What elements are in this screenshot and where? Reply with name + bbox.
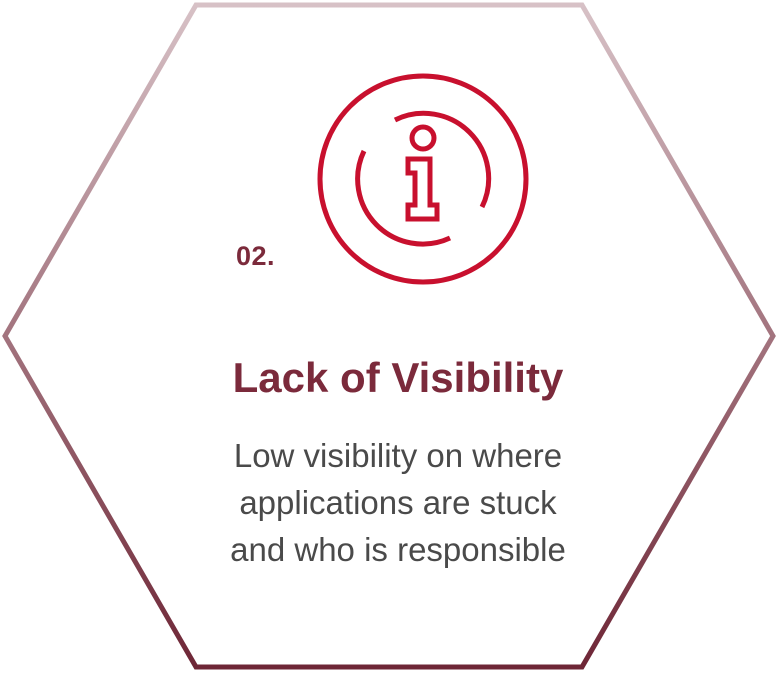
description-line-2: applications are stuck [239,484,557,521]
description-line-3: and who is responsible [230,531,566,568]
card-description: Low visibility on where applications are… [150,432,646,573]
card-title: Lack of Visibility [232,354,564,401]
info-circle-icon [316,72,530,286]
description-line-1: Low visibility on where [233,437,563,474]
step-number: 02. [236,241,276,271]
